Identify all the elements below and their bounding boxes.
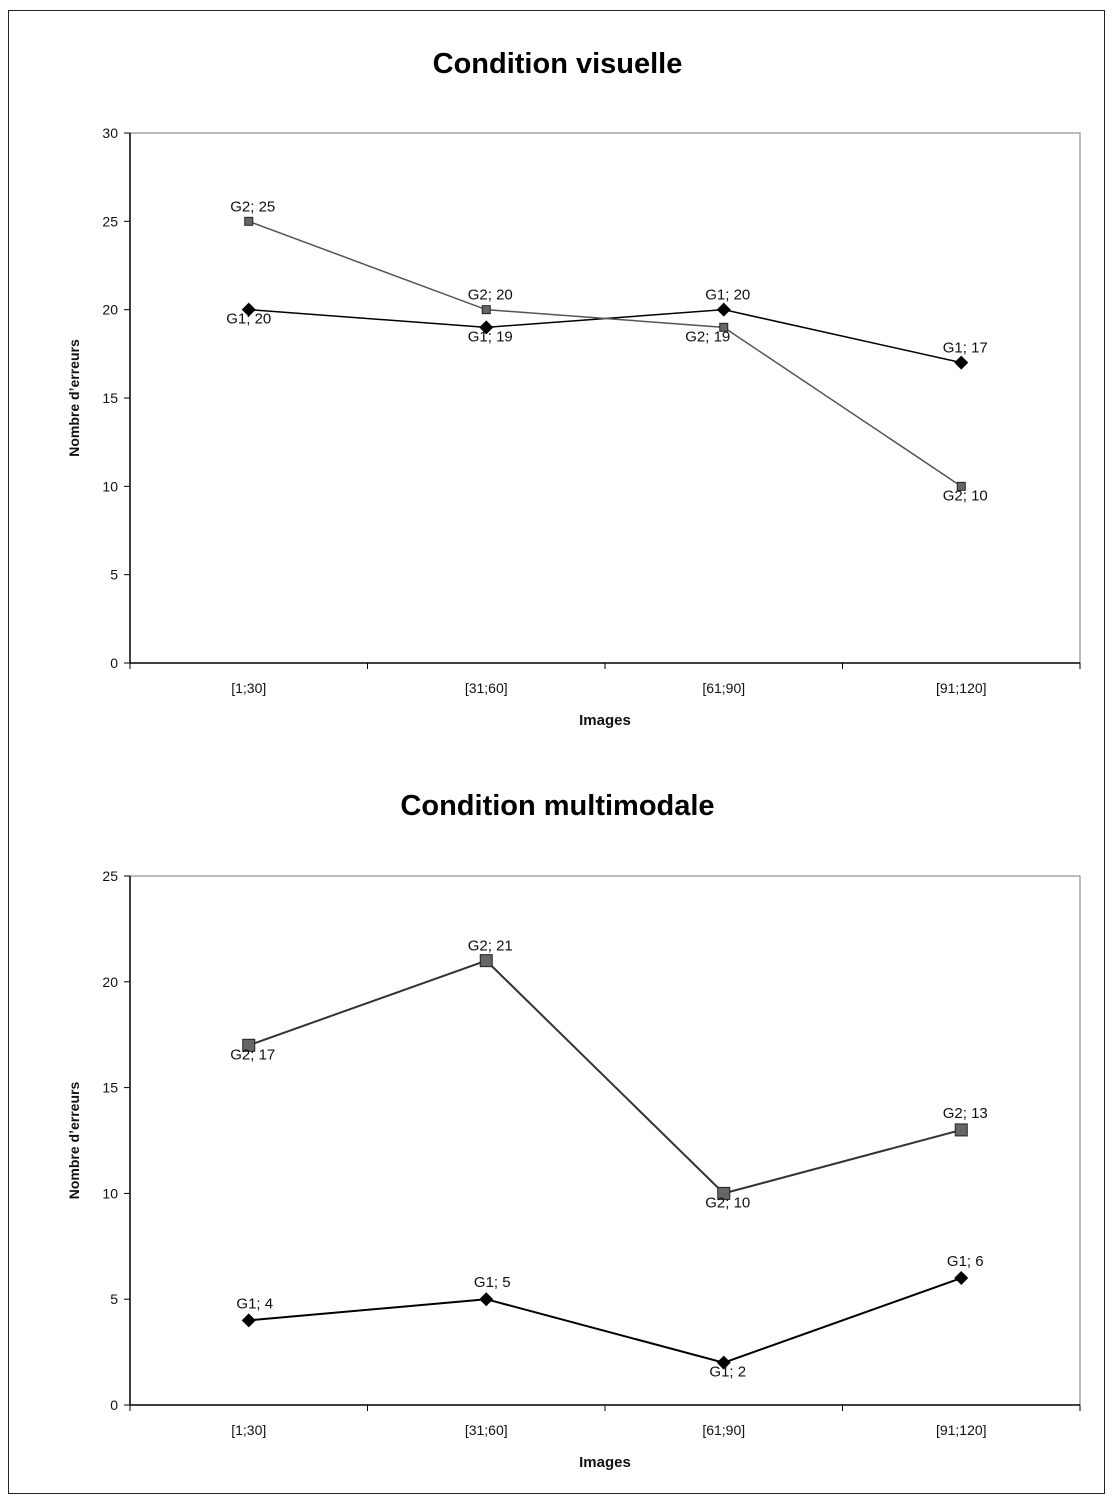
data-label-g2-0: G2; 10 xyxy=(943,487,988,504)
data-label-g1-0: G1; 20 xyxy=(705,287,750,304)
data-label-g2-0: G2; 25 xyxy=(230,198,275,215)
point-g2-1 xyxy=(479,954,493,968)
point-g2-0 xyxy=(244,216,254,226)
x-tick-label-1: [1;30] xyxy=(231,1422,266,1438)
x-tick-label-0: [61;90] xyxy=(702,680,745,696)
data-label-g1-0: G1; 20 xyxy=(226,311,271,328)
series-line-g2-1 xyxy=(248,959,962,1195)
y-axis-title-0: Nombre d’erreurs xyxy=(66,339,82,457)
chart-title-multimodale: Condition multimodale xyxy=(400,790,715,822)
data-label-g1-0: G1; 19 xyxy=(468,328,513,345)
point-g2-1 xyxy=(717,1186,731,1200)
point-g1-1 xyxy=(241,1313,256,1328)
y-tick-label-1: 0 xyxy=(110,1397,118,1413)
point-g1-0 xyxy=(716,302,731,317)
series-line-g1-1 xyxy=(248,1277,962,1364)
data-label-g2-1: G2; 17 xyxy=(230,1046,275,1063)
point-g2-0 xyxy=(481,305,491,315)
page-frame xyxy=(8,10,1105,1494)
x-tick-label-1: [91;120] xyxy=(936,1422,987,1438)
point-g1-1 xyxy=(954,1271,969,1286)
x-tick-label-0: [31;60] xyxy=(465,680,508,696)
data-label-g2-0: G2; 19 xyxy=(685,328,730,345)
y-tick-label-0: 10 xyxy=(102,478,118,494)
data-label-g2-1: G2; 13 xyxy=(943,1105,988,1122)
plot-area-1 xyxy=(129,875,1081,1406)
point-g1-1 xyxy=(479,1292,494,1307)
x-tick-label-0: [91;120] xyxy=(936,680,987,696)
series-line-g2-0 xyxy=(248,220,962,487)
point-g1-0 xyxy=(479,320,494,335)
data-label-g1-1: G1; 4 xyxy=(236,1295,273,1312)
series-line-g1-0 xyxy=(248,308,962,364)
y-tick-label-0: 20 xyxy=(102,302,118,318)
point-g2-1 xyxy=(242,1038,256,1052)
point-g2-0 xyxy=(719,322,729,332)
x-tick-label-1: [31;60] xyxy=(465,1422,508,1438)
chart-title-visuelle: Condition visuelle xyxy=(432,48,683,80)
y-tick-label-1: 15 xyxy=(102,1080,118,1096)
y-tick-label-1: 10 xyxy=(102,1185,118,1201)
data-label-g2-0: G2; 20 xyxy=(468,287,513,304)
y-tick-label-1: 25 xyxy=(102,868,118,884)
point-g2-1 xyxy=(954,1123,968,1137)
y-tick-label-1: 20 xyxy=(102,974,118,990)
y-tick-label-0: 5 xyxy=(110,567,118,583)
y-axis-title-1: Nombre d’erreurs xyxy=(66,1082,82,1200)
y-tick-label-0: 25 xyxy=(102,213,118,229)
x-axis-title-0: Images xyxy=(579,712,631,729)
y-tick-label-0: 0 xyxy=(110,655,118,671)
y-tick-label-0: 15 xyxy=(102,390,118,406)
y-tick-label-0: 30 xyxy=(102,125,118,141)
point-g1-1 xyxy=(716,1355,731,1370)
data-label-g1-1: G1; 5 xyxy=(474,1274,511,1291)
y-tick-label-1: 5 xyxy=(110,1291,118,1307)
data-label-g2-1: G2; 10 xyxy=(705,1194,750,1211)
point-g1-0 xyxy=(241,302,256,317)
point-g1-0 xyxy=(954,355,969,370)
data-label-g1-0: G1; 17 xyxy=(943,340,988,357)
x-tick-label-1: [61;90] xyxy=(702,1422,745,1438)
x-tick-label-0: [1;30] xyxy=(231,680,266,696)
data-label-g1-1: G1; 2 xyxy=(709,1364,746,1381)
x-axis-title-1: Images xyxy=(579,1454,631,1471)
data-label-g1-1: G1; 6 xyxy=(947,1253,984,1270)
data-label-g2-1: G2; 21 xyxy=(468,938,513,955)
point-g2-0 xyxy=(956,481,966,491)
